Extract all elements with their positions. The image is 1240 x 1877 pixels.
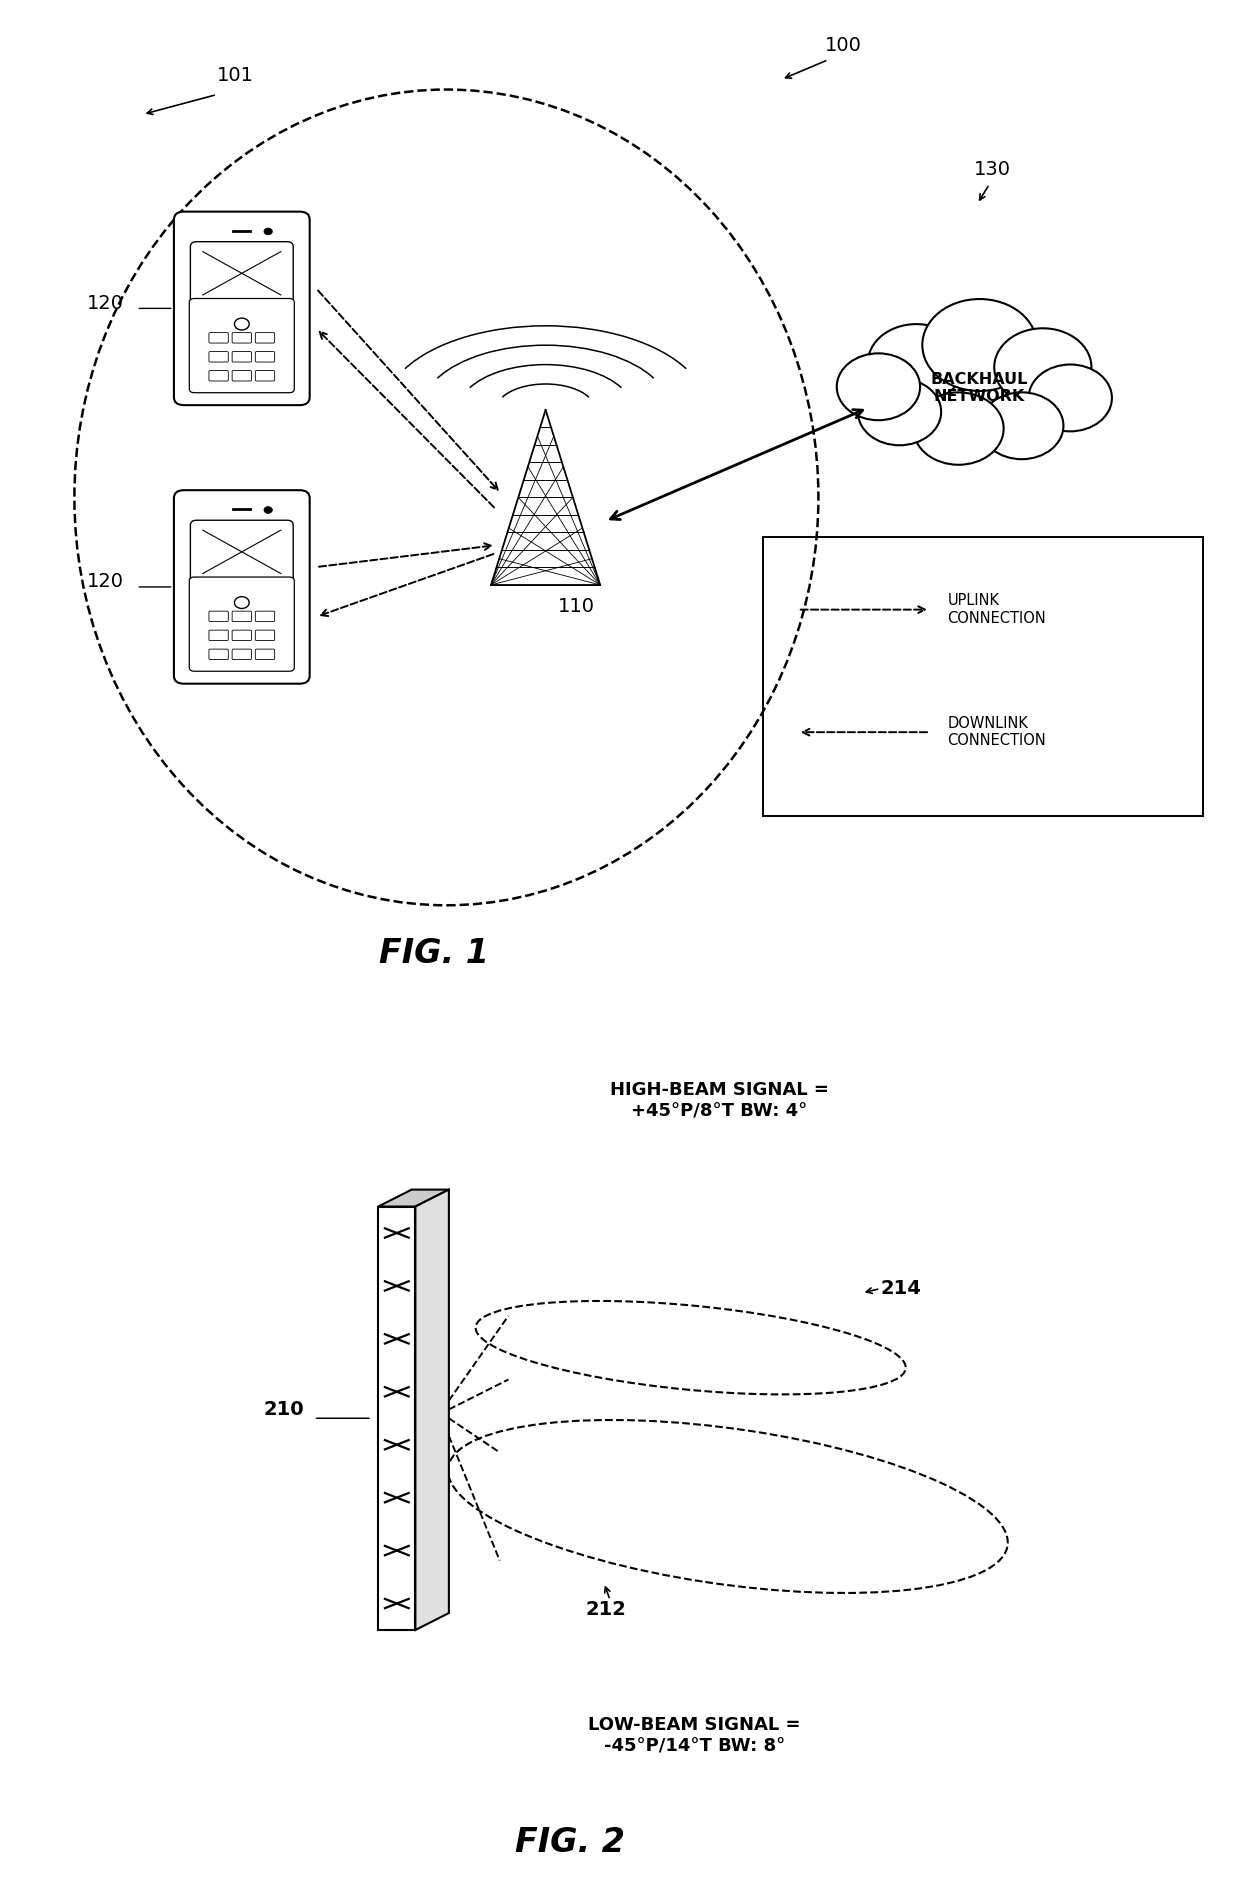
FancyBboxPatch shape <box>255 332 275 343</box>
Text: 214: 214 <box>880 1278 921 1299</box>
FancyBboxPatch shape <box>208 351 228 362</box>
FancyBboxPatch shape <box>208 370 228 381</box>
Circle shape <box>858 379 941 445</box>
Circle shape <box>1028 364 1112 432</box>
Text: 120: 120 <box>87 295 124 313</box>
Text: 110: 110 <box>558 597 595 616</box>
FancyBboxPatch shape <box>191 242 293 304</box>
Polygon shape <box>378 1207 415 1629</box>
Circle shape <box>914 392 1003 465</box>
FancyBboxPatch shape <box>255 649 275 659</box>
FancyBboxPatch shape <box>174 490 310 683</box>
Text: 130: 130 <box>973 160 1011 178</box>
Text: FIG. 1: FIG. 1 <box>379 937 489 970</box>
Text: DOWNLINK
CONNECTION: DOWNLINK CONNECTION <box>947 715 1047 749</box>
FancyBboxPatch shape <box>232 612 252 621</box>
FancyBboxPatch shape <box>232 631 252 640</box>
FancyBboxPatch shape <box>208 649 228 659</box>
FancyBboxPatch shape <box>255 351 275 362</box>
Text: 210: 210 <box>263 1400 304 1419</box>
Text: UPLINK
CONNECTION: UPLINK CONNECTION <box>947 593 1047 625</box>
Text: 101: 101 <box>217 66 254 84</box>
FancyBboxPatch shape <box>232 370 252 381</box>
Circle shape <box>868 325 965 402</box>
FancyBboxPatch shape <box>190 576 294 672</box>
Circle shape <box>994 328 1091 405</box>
Circle shape <box>980 392 1064 460</box>
Text: HIGH-BEAM SIGNAL =
+45°P/8°T BW: 4°: HIGH-BEAM SIGNAL = +45°P/8°T BW: 4° <box>610 1081 828 1121</box>
Text: FIG. 2: FIG. 2 <box>516 1826 625 1860</box>
FancyBboxPatch shape <box>255 370 275 381</box>
Text: 100: 100 <box>825 36 862 54</box>
Polygon shape <box>378 1190 449 1207</box>
Text: 212: 212 <box>585 1601 626 1620</box>
FancyBboxPatch shape <box>255 612 275 621</box>
Circle shape <box>923 298 1037 390</box>
Text: LOW-BEAM SIGNAL =
-45°P/14°T BW: 8°: LOW-BEAM SIGNAL = -45°P/14°T BW: 8° <box>588 1716 801 1755</box>
FancyBboxPatch shape <box>190 298 294 392</box>
FancyBboxPatch shape <box>191 520 293 584</box>
FancyBboxPatch shape <box>232 649 252 659</box>
Circle shape <box>264 229 273 235</box>
FancyBboxPatch shape <box>208 612 228 621</box>
Text: 120: 120 <box>87 572 124 591</box>
FancyBboxPatch shape <box>208 631 228 640</box>
FancyBboxPatch shape <box>232 332 252 343</box>
FancyBboxPatch shape <box>232 351 252 362</box>
Text: BACKHAUL
NETWORK: BACKHAUL NETWORK <box>931 372 1028 404</box>
Circle shape <box>264 507 273 514</box>
Circle shape <box>837 353 920 420</box>
FancyBboxPatch shape <box>208 332 228 343</box>
Polygon shape <box>415 1190 449 1629</box>
FancyBboxPatch shape <box>174 212 310 405</box>
FancyBboxPatch shape <box>255 631 275 640</box>
Bar <box>763 537 1203 816</box>
